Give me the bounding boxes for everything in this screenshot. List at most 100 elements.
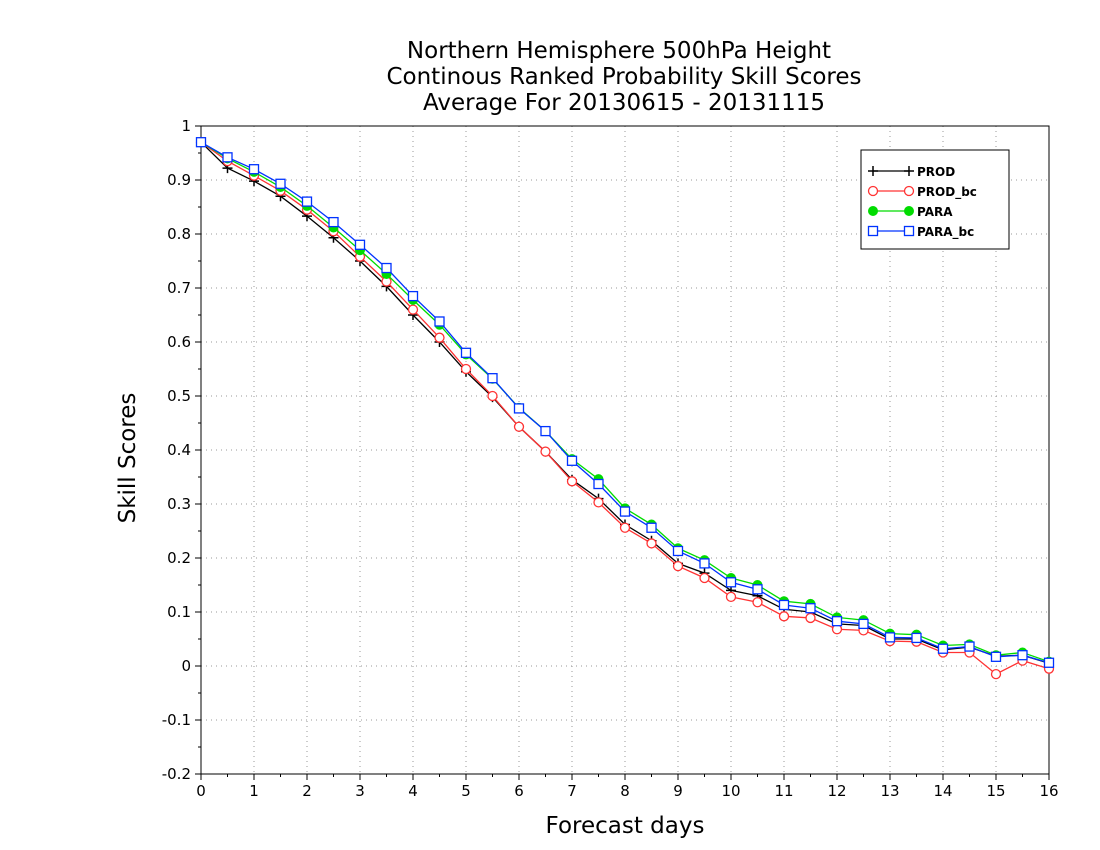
x-tick-label: 5	[461, 782, 471, 800]
data-point-para-bc	[990, 651, 1002, 662]
data-point-para-bc	[328, 216, 339, 228]
data-point-prod-bc	[725, 591, 737, 603]
data-point-prod-bc	[805, 612, 816, 624]
legend-marker-para-bc	[903, 225, 915, 237]
x-tick-label: 16	[1039, 782, 1058, 800]
legend-box	[860, 149, 1010, 250]
x-tick-label: 10	[721, 782, 740, 800]
data-point-para-bc	[805, 603, 816, 614]
data-point-prod-bc	[990, 668, 1002, 680]
legend-marker-para-bc	[867, 225, 879, 237]
legend-marker-prod-bc	[903, 185, 915, 197]
x-tick-label: 13	[880, 782, 899, 800]
x-tick-label: 2	[302, 782, 312, 800]
legend-marker-prod	[904, 166, 914, 176]
data-point-para-bc	[222, 152, 233, 163]
data-point-para-bc	[937, 643, 949, 654]
data-point-para-bc	[752, 584, 763, 595]
data-point-para-bc	[513, 403, 525, 414]
data-point-prod-bc	[672, 560, 684, 572]
data-point-para-bc	[275, 178, 286, 189]
x-tick-label: 15	[986, 782, 1005, 800]
data-point-para-bc	[434, 316, 445, 327]
y-tick-label: 0.2	[167, 549, 191, 567]
data-point-para-bc	[460, 347, 472, 358]
legend-marker-prod-bc	[867, 185, 879, 197]
y-tick-label: 0.1	[167, 603, 191, 621]
data-point-para-bc	[407, 290, 419, 302]
x-tick-label: 12	[827, 782, 846, 800]
data-point-para-bc	[487, 373, 498, 384]
data-point-para-bc	[1043, 657, 1055, 668]
data-point-para-bc	[725, 577, 737, 588]
data-point-para-bc	[381, 262, 392, 274]
legend-label-prod: PROD	[917, 165, 955, 179]
x-tick-label: 6	[514, 782, 524, 800]
y-tick-label: 0.4	[167, 441, 191, 459]
x-tick-label: 7	[567, 782, 577, 800]
data-point-prod-bc	[434, 332, 445, 343]
series-group	[195, 137, 1055, 680]
data-point-para-bc	[195, 137, 207, 148]
chart-title-line-1: Northern Hemisphere 500hPa Height	[407, 38, 831, 64]
chart-title-line-2: Continous Ranked Probability Skill Score…	[386, 64, 861, 90]
data-point-para-bc	[858, 618, 869, 630]
data-point-para-bc	[619, 506, 631, 517]
data-point-prod-bc	[593, 497, 604, 508]
y-tick-label: 0.7	[167, 279, 191, 297]
y-tick-label: 0.3	[167, 495, 191, 513]
legend-marker-para	[868, 206, 878, 216]
x-tick-label: 11	[774, 782, 793, 800]
y-axis-label: Skill Scores	[115, 393, 141, 524]
legend-marker-prod	[868, 166, 878, 176]
chart-title: Northern Hemisphere 500hPa Height Contin…	[386, 38, 861, 116]
y-tick-label: 1	[181, 117, 191, 135]
data-point-prod-bc	[540, 446, 551, 457]
data-point-prod-bc	[513, 421, 525, 432]
data-point-para-bc	[354, 239, 366, 250]
legend-label-prod-bc: PROD_bc	[917, 185, 977, 200]
x-tick-label: 8	[620, 782, 630, 800]
data-point-para-bc	[593, 478, 604, 490]
data-point-para-bc	[646, 522, 657, 533]
x-axis-label: Forecast days	[546, 813, 705, 839]
data-point-para-bc	[1017, 650, 1028, 661]
y-tick-label: -0.2	[162, 765, 191, 783]
data-point-prod-bc	[752, 597, 763, 608]
x-tick-label: 0	[196, 782, 206, 800]
legend-marker-para	[904, 206, 914, 216]
series-para-bc	[195, 137, 1055, 668]
data-point-para-bc	[540, 425, 551, 437]
legend-label-para-bc: PARA_bc	[917, 225, 974, 240]
data-point-para-bc	[566, 455, 578, 466]
y-tick-label: 0.9	[167, 171, 191, 189]
data-point-para-bc	[778, 599, 790, 611]
data-point-para-bc	[884, 632, 896, 643]
data-point-prod-bc	[460, 363, 472, 375]
data-point-para-bc	[301, 196, 313, 207]
data-point-para-bc	[831, 616, 843, 627]
y-tick-label: 0.6	[167, 333, 191, 351]
data-point-prod-bc	[487, 390, 498, 402]
data-point-para-bc	[699, 558, 710, 569]
y-tick-label: 0.8	[167, 225, 191, 243]
data-point-prod-bc	[566, 476, 578, 487]
grid-lines	[201, 126, 1049, 774]
data-point-prod-bc	[699, 572, 710, 584]
data-point-prod-bc	[407, 304, 419, 315]
y-tick-label: 0	[181, 657, 191, 675]
x-tick-label: 4	[408, 782, 418, 800]
legend: PROD PROD_bc PARA PARA_bc	[860, 149, 1010, 250]
data-point-para-bc	[911, 632, 922, 644]
x-tick-label: 14	[933, 782, 952, 800]
x-tick-label: 9	[673, 782, 683, 800]
data-point-prod-bc	[646, 538, 657, 549]
data-point-para-bc	[672, 545, 684, 557]
x-tick-label: 3	[355, 782, 365, 800]
axes: 0 1 2 3 4 5 6 7 8 9 10 11 12 13 14 15 16-0.2-0.100.10.20…	[162, 117, 1059, 800]
chart-title-line-3: Average For 20130615 - 20131115	[423, 90, 825, 116]
legend-label-para: PARA	[917, 205, 953, 219]
data-point-para-bc	[964, 641, 975, 652]
y-tick-label: -0.1	[162, 711, 191, 729]
